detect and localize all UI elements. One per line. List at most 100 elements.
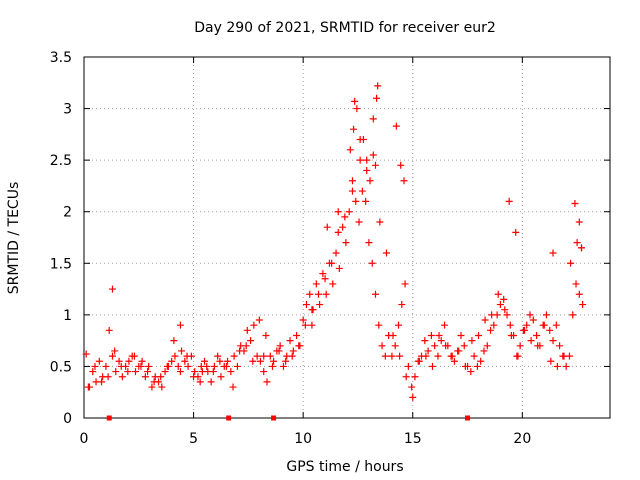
- data-point: [542, 311, 550, 319]
- data-point: [203, 362, 211, 370]
- data-point: [490, 321, 498, 329]
- data-point: [150, 378, 158, 386]
- data-point: [315, 290, 323, 298]
- data-point: [102, 362, 110, 370]
- data-point: [301, 321, 309, 329]
- y-tick-label: 3.5: [50, 50, 72, 66]
- data-point: [477, 357, 485, 365]
- data-point: [302, 301, 310, 309]
- data-point: [470, 352, 478, 360]
- data-point: [368, 259, 376, 267]
- data-point: [381, 352, 389, 360]
- data-point: [132, 368, 140, 376]
- data-point: [505, 197, 513, 205]
- data-point: [224, 357, 232, 365]
- data-point: [455, 347, 463, 355]
- data-point: [308, 321, 316, 329]
- data-point: [191, 368, 199, 376]
- data-point: [295, 342, 303, 350]
- data-point: [210, 362, 218, 370]
- data-point: [334, 228, 342, 236]
- data-point: [161, 368, 169, 376]
- data-point: [341, 213, 349, 221]
- data-point: [308, 306, 316, 314]
- data-point: [400, 177, 408, 185]
- data-point: [389, 331, 397, 339]
- data-point: [552, 321, 560, 329]
- data-point: [560, 352, 568, 360]
- data-point: [373, 94, 381, 102]
- data-point: [540, 321, 548, 329]
- data-point: [500, 295, 508, 303]
- y-axis-label: SRMTID / TECUs: [6, 182, 22, 295]
- data-point: [523, 321, 531, 329]
- data-point: [125, 357, 133, 365]
- data-point: [255, 316, 263, 324]
- data-point: [276, 342, 284, 350]
- ticks: 0 5 10 15 20 0 0.5 1 1.5 2 2.5 3 3.5: [50, 50, 610, 447]
- data-point: [130, 352, 138, 360]
- data-point: [299, 316, 307, 324]
- y-tick-label: 1: [63, 308, 72, 324]
- data-point: [158, 383, 166, 391]
- data-point: [457, 331, 465, 339]
- data-point: [398, 301, 406, 309]
- data-point: [145, 362, 153, 370]
- data-point: [104, 373, 112, 381]
- data-point: [378, 342, 386, 350]
- data-point: [473, 362, 481, 370]
- x-axis-marker: [106, 415, 112, 421]
- data-point: [229, 383, 237, 391]
- data-point: [408, 383, 416, 391]
- data-point: [431, 342, 439, 350]
- data-point: [137, 362, 145, 370]
- data-point: [95, 357, 103, 365]
- data-point: [217, 373, 225, 381]
- data-point: [329, 280, 337, 288]
- data-point: [573, 239, 581, 247]
- x-axis-marker: [226, 415, 232, 421]
- data-point: [176, 368, 184, 376]
- data-point: [442, 342, 450, 350]
- data-point: [190, 373, 198, 381]
- data-point: [371, 161, 379, 169]
- x-tick-label: 15: [404, 431, 422, 447]
- data-point: [144, 368, 152, 376]
- data-point: [422, 352, 430, 360]
- data-point: [230, 352, 238, 360]
- data-point: [112, 368, 120, 376]
- data-point: [351, 97, 359, 105]
- data-point: [353, 105, 361, 113]
- data-point: [512, 228, 520, 236]
- data-point: [562, 362, 570, 370]
- data-point: [467, 368, 475, 376]
- data-point: [312, 280, 320, 288]
- x-axis-marker: [271, 415, 277, 421]
- data-point: [328, 259, 336, 267]
- data-point: [365, 239, 373, 247]
- data-point: [421, 337, 429, 345]
- data-point: [363, 166, 371, 174]
- data-point: [242, 342, 250, 350]
- data-point: [260, 368, 268, 376]
- y-tick-label: 1.5: [50, 256, 72, 272]
- data-point: [316, 301, 324, 309]
- data-point: [306, 290, 314, 298]
- data-point: [397, 161, 405, 169]
- data-point: [533, 331, 541, 339]
- data-point: [138, 357, 146, 365]
- data-point: [450, 357, 458, 365]
- data-point: [181, 357, 189, 365]
- data-points: [82, 82, 587, 401]
- data-point: [207, 378, 215, 386]
- data-point: [141, 373, 149, 381]
- data-point: [108, 352, 116, 360]
- data-point: [487, 326, 495, 334]
- data-point: [575, 290, 583, 298]
- data-point: [409, 393, 417, 401]
- data-point: [268, 362, 276, 370]
- plot-frame: [83, 56, 611, 419]
- data-point: [501, 306, 509, 314]
